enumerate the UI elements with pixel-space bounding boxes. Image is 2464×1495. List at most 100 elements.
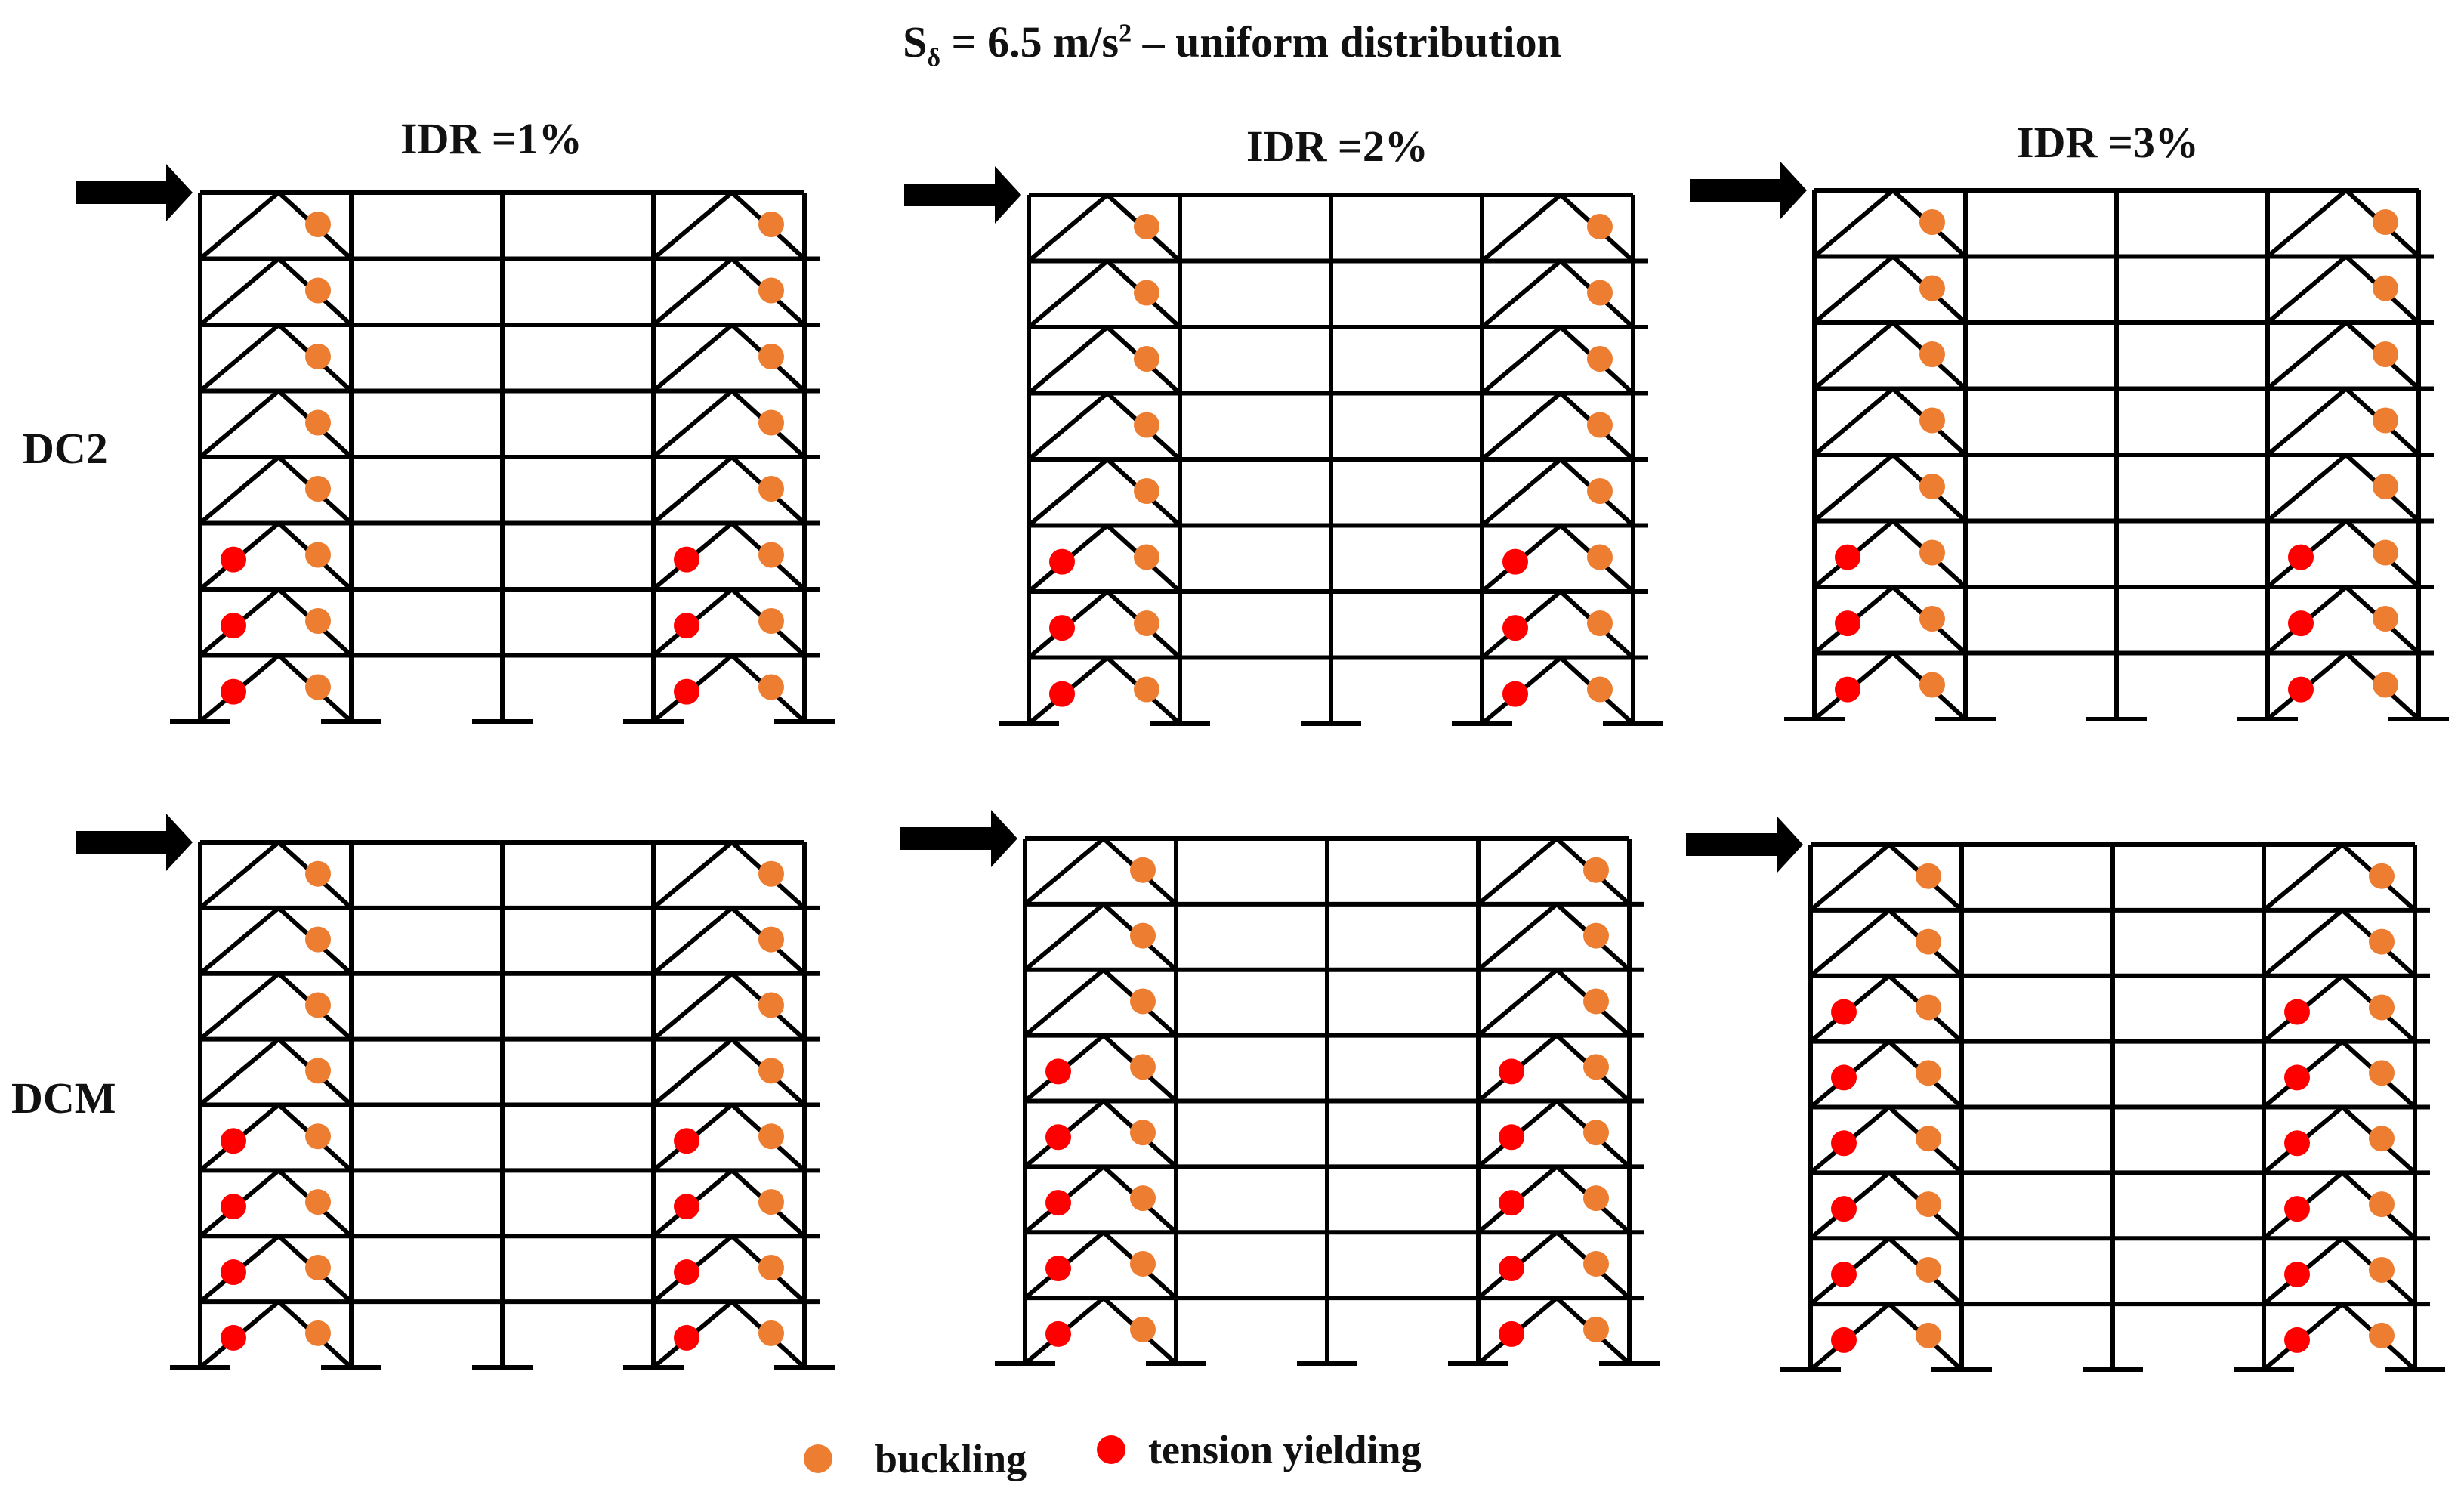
tension-yielding-marker: [1835, 544, 1860, 570]
buckling-marker: [1587, 412, 1613, 438]
buckling-marker: [758, 476, 784, 502]
buckling-marker: [1130, 988, 1156, 1015]
tension-yielding-marker: [1499, 1190, 1524, 1216]
buckling-marker: [1919, 341, 1945, 367]
brace-left: [1024, 902, 1105, 972]
buckling-marker: [758, 277, 784, 304]
brace-left: [652, 840, 733, 910]
brace-left: [1809, 842, 1891, 913]
buckling-marker: [1583, 1054, 1609, 1080]
buckling-marker: [2373, 407, 2398, 434]
brace-left: [1477, 902, 1558, 972]
brace-left: [652, 906, 733, 976]
load-arrow-icon: [76, 814, 193, 871]
buckling-marker: [305, 1320, 331, 1346]
tension-yielding-marker: [1045, 1124, 1071, 1151]
buckling-marker: [758, 344, 784, 369]
tension-yielding-marker: [2284, 1130, 2310, 1157]
tension-yielding-marker: [2284, 1064, 2310, 1091]
buckling-marker: [758, 860, 784, 887]
tension-yielding-marker: [221, 1128, 246, 1154]
buckling-marker: [758, 992, 784, 1018]
buckling-marker: [1587, 610, 1613, 636]
buckling-marker: [1134, 610, 1159, 636]
brace-left: [1481, 391, 1562, 462]
buckling-marker: [305, 1254, 331, 1280]
tension-yielding-marker: [1045, 1320, 1071, 1347]
tension-yielding-marker: [1045, 1256, 1071, 1282]
buckling-marker: [1587, 478, 1613, 504]
buckling-marker: [1919, 672, 1945, 698]
buckling-marker: [1916, 1256, 1941, 1283]
brace-left: [1477, 968, 1558, 1037]
brace-left: [2266, 255, 2348, 325]
tension-yielding-marker: [221, 678, 246, 705]
brace-left: [1481, 193, 1562, 263]
buckling-marker: [305, 542, 331, 568]
tension-yielding-marker: [1831, 1064, 1857, 1091]
load-arrow-icon: [76, 164, 193, 221]
buckling-marker: [1587, 544, 1613, 570]
buckling-marker: [1583, 922, 1609, 949]
buckling-marker: [1134, 544, 1159, 570]
buckling-marker: [1130, 1250, 1156, 1277]
buckling-marker: [305, 926, 331, 953]
buckling-marker: [2373, 474, 2398, 499]
brace-left: [1027, 457, 1109, 527]
buckling-marker: [758, 674, 784, 700]
load-arrow-icon: [1686, 816, 1803, 873]
buckling-marker: [1919, 474, 1945, 499]
buckling-legend-label: buckling: [875, 1436, 1027, 1481]
buckling-marker: [1583, 988, 1609, 1015]
buckling-marker: [1134, 676, 1159, 703]
tension-yielding-marker: [1499, 1124, 1524, 1151]
tension-yielding-marker: [1831, 1262, 1857, 1288]
tension-yielding-marker: [2284, 999, 2310, 1025]
brace-left: [199, 906, 280, 976]
buckling-marker: [1134, 214, 1159, 239]
brace-left: [652, 257, 733, 327]
buckling-marker: [1583, 1185, 1609, 1212]
buckling-marker: [1919, 209, 1945, 235]
buckling-marker: [305, 1123, 331, 1150]
brace-left: [199, 190, 280, 261]
column-header-idr-1: IDR =1%: [400, 114, 582, 163]
buckling-marker: [2369, 1256, 2395, 1283]
brace-left: [1813, 320, 1894, 391]
buckling-marker: [1134, 478, 1159, 504]
brace-left: [1027, 259, 1109, 329]
buckling-marker: [2373, 539, 2398, 566]
buckling-marker: [1587, 280, 1613, 306]
buckling-marker: [305, 212, 331, 237]
buckling-marker: [1916, 1191, 1941, 1218]
column-header-idr-2: IDR =2%: [1246, 122, 1428, 171]
brace-left: [652, 1037, 733, 1107]
tension-yielding-marker: [1499, 1058, 1524, 1085]
tension-yielding-marker: [2288, 610, 2314, 637]
buckling-marker: [2369, 1060, 2395, 1086]
buckling-marker: [2369, 1126, 2395, 1152]
buckling-marker: [758, 409, 784, 436]
tension-yielding-marker: [674, 1194, 699, 1220]
buckling-marker: [305, 1189, 331, 1215]
column-header-idr-3: IDR =3%: [2017, 118, 2199, 167]
buckling-marker: [1919, 539, 1945, 566]
buckling-marker: [758, 926, 784, 953]
buckling-marker: [1130, 1054, 1156, 1080]
buckling-marker: [1916, 863, 1941, 889]
brace-left: [652, 455, 733, 525]
brace-left: [199, 455, 280, 525]
tension-yielding-marker: [2284, 1262, 2310, 1288]
tension-yielding-marker: [1049, 681, 1075, 707]
brace-left: [1481, 457, 1562, 527]
buckling-marker: [1587, 676, 1613, 703]
buckling-marker: [2369, 994, 2395, 1021]
tension-yielding-marker: [1499, 1256, 1524, 1282]
brace-left: [1813, 188, 1894, 258]
buckling-marker: [1916, 1322, 1941, 1348]
buckling-marker: [2373, 672, 2398, 698]
brace-left: [199, 840, 280, 910]
buckling-marker: [1916, 928, 1941, 955]
buckling-marker: [758, 608, 784, 634]
